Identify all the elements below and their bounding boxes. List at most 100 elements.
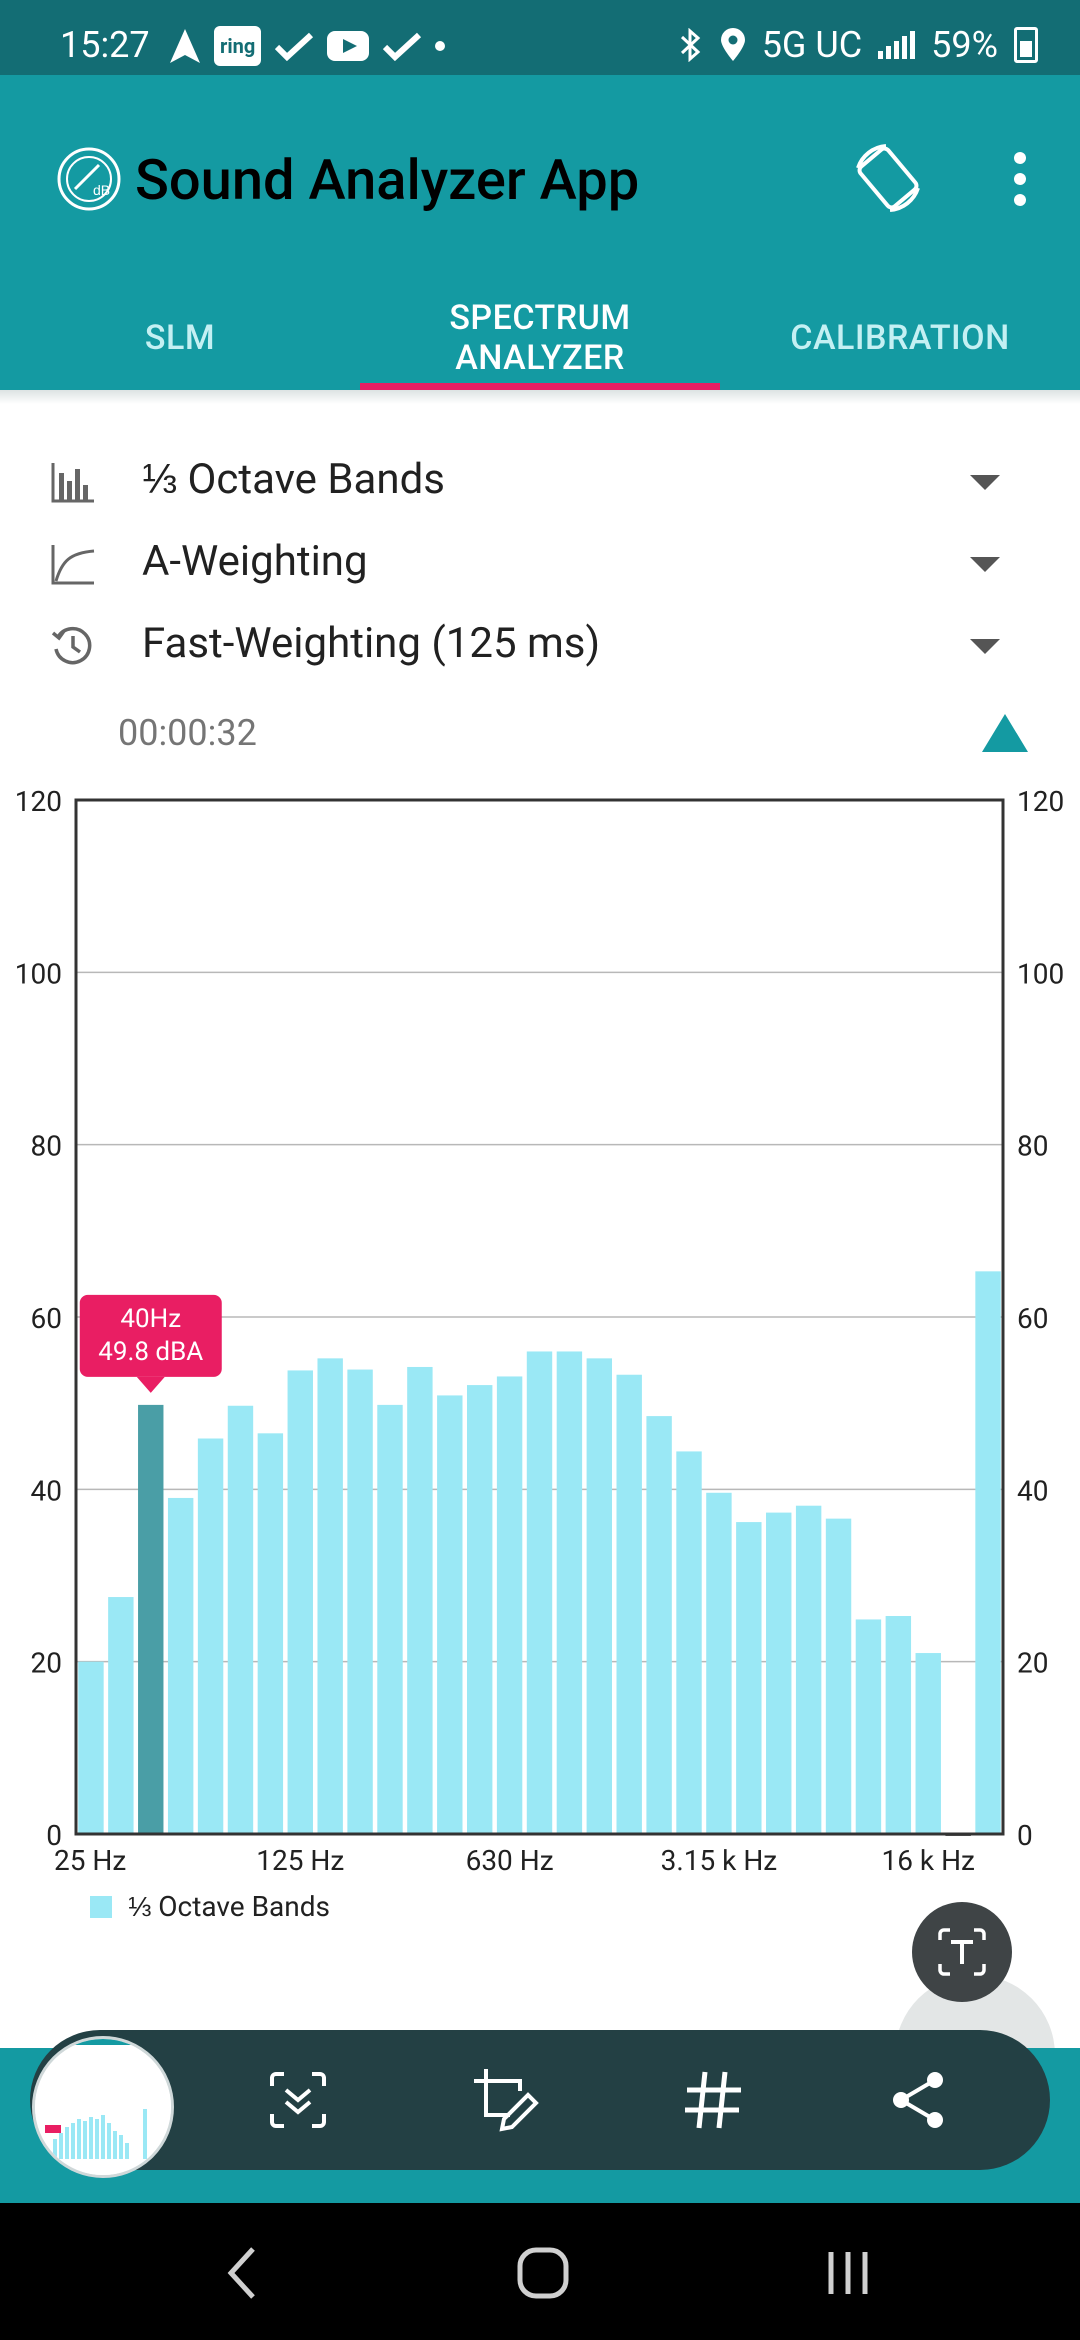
bar[interactable] bbox=[736, 1522, 762, 1834]
bluetooth-icon bbox=[678, 27, 704, 63]
tab-spectrum-line2: ANALYZER bbox=[455, 337, 625, 378]
tab-slm[interactable]: SLM bbox=[144, 317, 216, 358]
legend-swatch bbox=[90, 1895, 112, 1918]
bar[interactable] bbox=[407, 1366, 433, 1834]
screenshot-thumbnail[interactable] bbox=[32, 2036, 174, 2178]
bar-chart-icon bbox=[51, 463, 94, 503]
chart-legend: ⅓ Octave Bands bbox=[90, 1890, 330, 1923]
battery-icon bbox=[1014, 27, 1038, 63]
tooltip-pointer bbox=[136, 1376, 165, 1393]
bar[interactable] bbox=[646, 1416, 672, 1834]
y-tick-label-right: 20 bbox=[1017, 1647, 1048, 1680]
bands-selector-label: ⅓ Octave Bands bbox=[142, 455, 445, 504]
y-tick-label-right: 100 bbox=[1017, 957, 1064, 990]
bar[interactable] bbox=[766, 1512, 792, 1834]
notification-icons: ring bbox=[170, 26, 446, 66]
tab-spectrum-analyzer[interactable]: SPECTRUM ANALYZER bbox=[360, 285, 720, 390]
bar[interactable] bbox=[496, 1376, 523, 1834]
navigation-arrow-icon bbox=[170, 28, 200, 64]
time-weighting-selector[interactable]: Fast-Weighting (125 ms) bbox=[0, 611, 1080, 681]
bar[interactable] bbox=[347, 1369, 373, 1834]
collapse-arrow-icon[interactable] bbox=[982, 714, 1028, 752]
y-tick-label-left: 20 bbox=[31, 1647, 62, 1680]
y-tick-label-right: 40 bbox=[1017, 1474, 1048, 1507]
scroll-capture-icon[interactable] bbox=[263, 2065, 333, 2135]
spectrum-chart-svg[interactable]: 0 0 20 20 40 40 60 60 80 80 100 100 120 120 25 Hz 125 H… bbox=[0, 770, 1080, 1910]
y-tick-label-left: 60 bbox=[31, 1302, 62, 1335]
bar[interactable] bbox=[885, 1615, 912, 1834]
hashtag-icon[interactable] bbox=[678, 2065, 748, 2135]
bar[interactable] bbox=[975, 1271, 1001, 1834]
bar[interactable] bbox=[227, 1405, 254, 1834]
time-weighting-label: Fast-Weighting (125 ms) bbox=[142, 619, 601, 668]
network-type: 5G UC bbox=[761, 24, 863, 66]
y-tick-label-right: 80 bbox=[1017, 1130, 1048, 1163]
bar[interactable] bbox=[586, 1358, 613, 1834]
bar[interactable] bbox=[317, 1358, 343, 1834]
bar[interactable] bbox=[676, 1451, 702, 1834]
x-tick-label: 16 k Hz bbox=[882, 1844, 975, 1877]
bar[interactable] bbox=[795, 1505, 822, 1834]
location-icon bbox=[720, 27, 746, 63]
app-logo-icon: dB bbox=[57, 147, 121, 211]
youtube-icon bbox=[327, 31, 370, 61]
ring-app-icon: ring bbox=[214, 26, 262, 66]
checkmark-icon bbox=[383, 28, 422, 64]
bar[interactable] bbox=[855, 1619, 882, 1834]
bar[interactable] bbox=[287, 1370, 313, 1834]
bar[interactable] bbox=[167, 1497, 194, 1834]
weighting-curve-icon bbox=[51, 545, 95, 585]
bar[interactable] bbox=[556, 1351, 583, 1834]
bar[interactable] bbox=[377, 1404, 403, 1834]
y-tick-label-right: 0 bbox=[1017, 1819, 1033, 1852]
share-icon[interactable] bbox=[884, 2065, 954, 2135]
bar[interactable] bbox=[466, 1385, 493, 1834]
dropdown-arrow-icon bbox=[970, 639, 1000, 654]
spectrum-chart[interactable]: 0 0 20 20 40 40 60 60 80 80 100 100 120 120 25 Hz 125 H… bbox=[0, 770, 1080, 1910]
home-icon[interactable] bbox=[513, 2243, 573, 2303]
tab-bar: SLM SPECTRUM ANALYZER CALIBRATION bbox=[0, 285, 1080, 390]
y-tick-label-left: 120 bbox=[15, 785, 62, 818]
y-tick-label-left: 100 bbox=[15, 957, 62, 990]
y-tick-label-left: 80 bbox=[31, 1130, 62, 1163]
history-clock-icon bbox=[51, 626, 92, 665]
tooltip-level: 49.8 dBA bbox=[98, 1337, 203, 1367]
appbar-shadow bbox=[0, 390, 1080, 404]
bar[interactable] bbox=[108, 1597, 134, 1834]
extract-text-button[interactable] bbox=[912, 1902, 1012, 2002]
bar[interactable] bbox=[138, 1404, 164, 1834]
bar[interactable] bbox=[197, 1438, 224, 1834]
app-title: Sound Analyzer App bbox=[135, 147, 640, 213]
bar[interactable] bbox=[915, 1653, 941, 1834]
checkmark-icon bbox=[275, 28, 314, 64]
y-tick-label-left: 0 bbox=[46, 1819, 62, 1852]
more-options-icon[interactable] bbox=[1000, 144, 1040, 214]
back-icon[interactable] bbox=[213, 2243, 273, 2303]
bar[interactable] bbox=[825, 1518, 852, 1834]
signal-strength-icon bbox=[878, 31, 916, 59]
y-tick-label-right: 60 bbox=[1017, 1302, 1048, 1335]
tooltip-box bbox=[79, 1294, 222, 1377]
battery-percent: 59% bbox=[931, 24, 998, 66]
bar[interactable] bbox=[616, 1374, 642, 1834]
app-bar bbox=[0, 75, 1080, 390]
y-tick-label-right: 120 bbox=[1017, 785, 1064, 818]
bar[interactable] bbox=[78, 1661, 104, 1834]
bar[interactable] bbox=[257, 1433, 284, 1834]
crop-edit-icon[interactable] bbox=[470, 2065, 540, 2135]
x-tick-label: 3.15 k Hz bbox=[661, 1844, 778, 1877]
bar[interactable] bbox=[526, 1351, 553, 1834]
recent-apps-icon[interactable] bbox=[818, 2243, 878, 2303]
bands-selector[interactable]: ⅓ Octave Bands bbox=[0, 447, 1080, 517]
screen-rotate-icon[interactable] bbox=[848, 138, 928, 218]
dropdown-arrow-icon bbox=[970, 475, 1000, 490]
status-bar: 15:27 ring 5G UC 59% bbox=[0, 0, 1080, 75]
x-tick-label: 125 Hz bbox=[256, 1844, 344, 1877]
bar[interactable] bbox=[437, 1395, 463, 1834]
tab-calibration[interactable]: CALIBRATION bbox=[790, 317, 1010, 358]
bar[interactable] bbox=[706, 1492, 732, 1834]
x-tick-label: 630 Hz bbox=[466, 1844, 554, 1877]
svg-text:dB: dB bbox=[93, 182, 110, 198]
frequency-weighting-selector[interactable]: A-Weighting bbox=[0, 529, 1080, 599]
